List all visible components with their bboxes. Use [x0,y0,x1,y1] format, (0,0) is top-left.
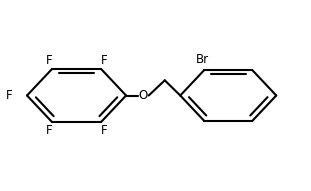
Text: F: F [100,54,107,67]
Text: F: F [46,124,53,137]
Text: Br: Br [196,53,209,66]
Text: O: O [138,89,148,102]
Text: F: F [6,89,12,102]
Text: F: F [46,54,53,67]
Text: F: F [100,124,107,137]
